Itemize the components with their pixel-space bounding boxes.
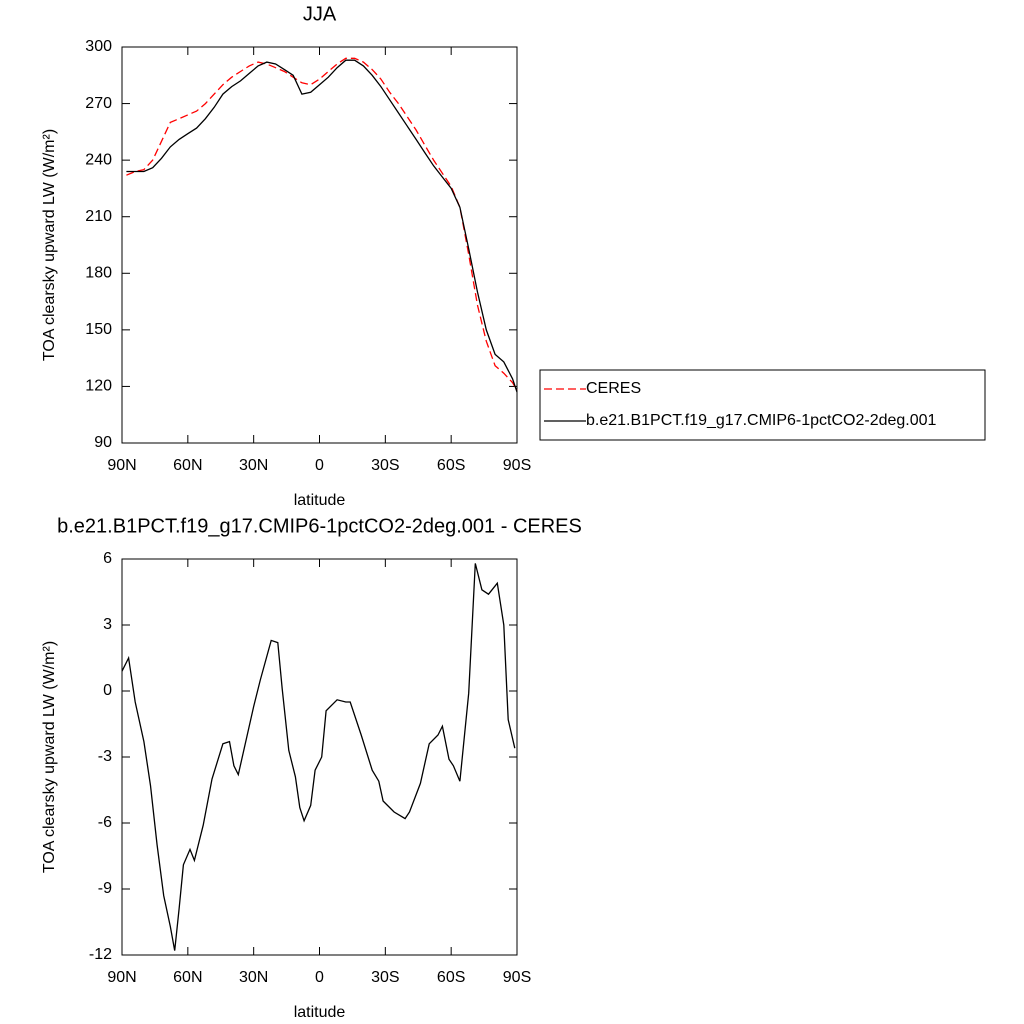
x-tick-label: 60S [437,969,465,986]
chart-panel: b.e21.B1PCT.f19_g17.CMIP6-1pctCO2-2deg.0… [41,515,582,1021]
legend-box [539,369,986,441]
x-tick-label: 90S [503,457,531,474]
y-tick-label: 270 [85,95,112,112]
plot-frame [121,46,518,444]
x-tick-label: 30S [371,457,399,474]
y-axis-label: TOA clearsky upward LW (W/m²) [41,641,58,873]
y-tick-label: -12 [89,946,112,963]
legend-label: CERES [586,380,641,397]
data-line [121,563,516,951]
x-tick-label: 0 [315,969,324,986]
x-axis-label: latitude [294,1004,346,1021]
y-tick-label: 210 [85,208,112,225]
chart-title: JJA [303,3,337,25]
y-tick-label: 180 [85,265,112,282]
y-tick-label: 3 [103,616,112,633]
x-axis-label: latitude [294,492,346,509]
y-tick-label: 90 [94,434,112,451]
data-line [126,59,518,393]
y-tick-label: 150 [85,321,112,338]
x-tick-label: 90S [503,969,531,986]
data-line [126,57,518,391]
x-tick-label: 60S [437,457,465,474]
x-tick-label: 90N [107,457,136,474]
legend-label: b.e21.B1PCT.f19_g17.CMIP6-1pctCO2-2deg.0… [586,412,937,429]
x-tick-label: 90N [107,969,136,986]
chart-panel: JJA latitude TOA clearsky upward LW (W/m²)… [41,3,986,509]
ticks: -12 -9 -6 -3 0 3 6 90N 60N 30N 0 30S 60S 90S [89,550,531,986]
y-tick-label: -3 [98,748,112,765]
y-tick-label: 6 [103,550,112,567]
x-tick-label: 0 [315,457,324,474]
y-tick-label: -6 [98,814,112,831]
ticks: 90 120 150 180 210 240 270 300 90N 60N 30N 0 30S 60S 9… [85,38,531,474]
x-tick-label: 30N [239,457,268,474]
x-tick-label: 30N [239,969,268,986]
x-tick-label: 60N [173,969,202,986]
y-tick-label: 300 [85,38,112,55]
y-tick-label: 240 [85,151,112,168]
plot-frame [121,558,518,956]
x-tick-label: 30S [371,969,399,986]
chart-title: b.e21.B1PCT.f19_g17.CMIP6-1pctCO2-2deg.0… [57,515,582,537]
legend: CERES b.e21.B1PCT.f19_g17.CMIP6-1pctCO2-2… [539,369,986,441]
y-tick-label: -9 [98,880,112,897]
y-tick-label: 120 [85,378,112,395]
y-tick-label: 0 [103,682,112,699]
y-axis-label: TOA clearsky upward LW (W/m²) [41,129,58,361]
x-tick-label: 60N [173,457,202,474]
